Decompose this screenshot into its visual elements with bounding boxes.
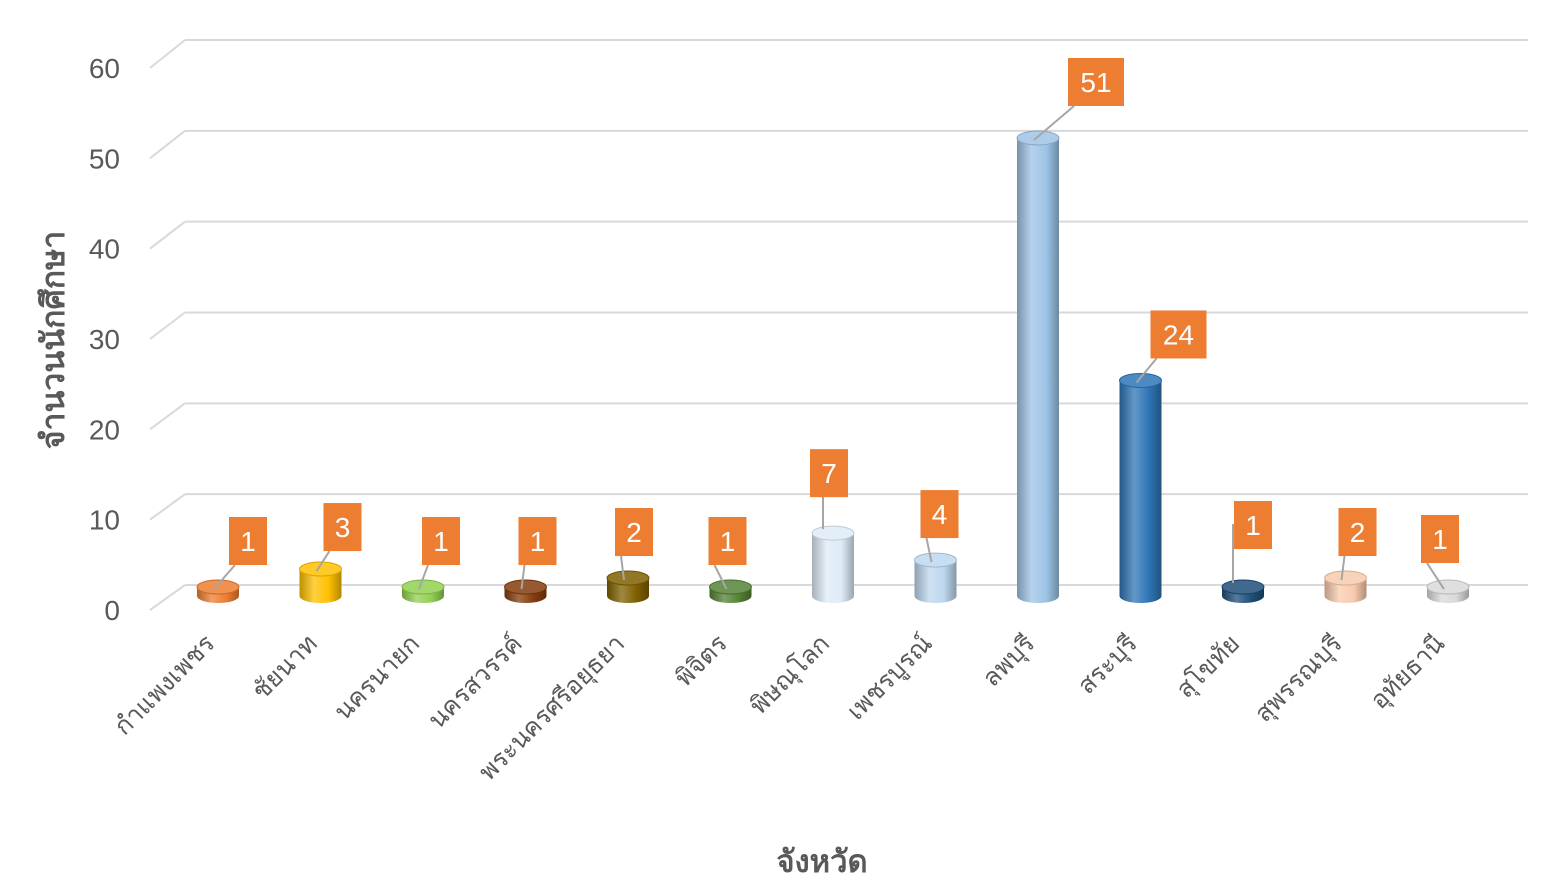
bar-top (709, 579, 752, 595)
x-tick-label: ลพบุรี (977, 629, 1041, 693)
leader-line (418, 564, 429, 590)
y-axis-ticks: 0 10 20 30 40 50 60 (89, 53, 120, 626)
x-axis-categories: กำแพงเพชร ชัยนาท นครนายกนครสวรรค์พระนครศรี… (108, 629, 1451, 787)
data-label-box (615, 508, 653, 557)
gridline-depth (149, 584, 186, 611)
x-tick-label: สุโขทัย (1170, 629, 1246, 705)
bar (914, 560, 957, 603)
leader-line (713, 564, 728, 590)
data-label: 24 (1163, 319, 1194, 350)
x-tick-label: นครสวรรค์ (422, 629, 527, 734)
y-tick-label: 10 (89, 505, 120, 536)
data-label: 1 (240, 526, 256, 557)
x-tick-label: นครนายก (328, 629, 425, 726)
x-tick-label: เพชรบูรณ์ (841, 629, 939, 727)
data-label-box (518, 517, 557, 566)
data-label: 7 (821, 458, 837, 489)
bar-top (914, 552, 957, 568)
leader-line (1033, 105, 1075, 141)
bar (1119, 380, 1162, 603)
data-label-box (1150, 310, 1207, 359)
y-axis-title: จำนวนนักศึกษา (34, 231, 72, 449)
bar (299, 569, 342, 603)
gridline-depth (149, 493, 186, 521)
bar-top (606, 570, 650, 586)
x-tick-label: อุทัยธานี (1364, 629, 1451, 716)
data-label: 1 (720, 526, 736, 557)
leader-line (520, 564, 526, 590)
y-tick-label: 60 (89, 53, 120, 84)
bar-top (811, 525, 855, 541)
bar-top (196, 579, 240, 595)
bar-top (1426, 579, 1470, 595)
data-label: 51 (1080, 67, 1111, 98)
leader-line (1135, 357, 1158, 384)
bar (812, 533, 854, 603)
data-label-box (810, 449, 848, 498)
x-tick-label: กำแพงเพชร (108, 629, 220, 741)
data-label-box (920, 490, 959, 539)
data-labels: 1 3 1 1 2 1 7 4 51 24 1 2 1 (213, 58, 1459, 590)
data-label-box (1068, 58, 1124, 106)
y-tick-label: 30 (89, 324, 120, 355)
bar-top (504, 579, 547, 595)
x-tick-label: ชัยนาท (246, 629, 323, 706)
bar-top (299, 561, 342, 577)
data-label: 1 (1432, 524, 1448, 555)
data-label-box (1234, 501, 1272, 550)
data-label-box (708, 517, 747, 566)
data-label-box (1338, 508, 1377, 557)
bar-top (1016, 130, 1060, 146)
data-label-box (1421, 515, 1459, 564)
gridline-depth (149, 311, 186, 340)
leader-line (925, 537, 933, 563)
data-label: 2 (626, 517, 642, 548)
leader-line (1340, 555, 1346, 581)
data-label: 3 (335, 512, 351, 543)
bar-top (1119, 372, 1162, 388)
leader-line (213, 564, 236, 590)
bars (196, 130, 1470, 603)
leader-line (1426, 562, 1445, 590)
gridline-depth (149, 402, 186, 431)
gridline-depth (149, 39, 186, 69)
x-tick-label: พิจิตร (669, 629, 732, 692)
data-label: 1 (1245, 510, 1261, 541)
leader-line (620, 555, 625, 581)
data-label: 4 (932, 499, 948, 530)
leader-line (1232, 524, 1234, 584)
bar-top (1324, 570, 1367, 586)
y-tick-label: 50 (89, 143, 120, 174)
gridline-depth (149, 130, 186, 160)
data-label-box (422, 517, 460, 566)
bar-top (1221, 579, 1265, 595)
x-tick-label: พิษณุโลก (744, 629, 836, 721)
x-tick-label: สุพรรณบุรี (1249, 629, 1349, 729)
bar-top (401, 579, 445, 595)
x-tick-label: สระบุรี (1072, 629, 1144, 701)
bar (1017, 138, 1059, 603)
x-axis-title: จังหวัด (776, 844, 867, 880)
y-tick-label: 20 (89, 414, 120, 445)
data-label-box (323, 503, 362, 552)
data-label-box (229, 517, 267, 566)
gridline-depth (149, 220, 186, 250)
y-tick-label: 40 (89, 234, 120, 265)
data-label: 1 (433, 526, 449, 557)
leader-line (315, 550, 331, 572)
data-label: 2 (1350, 517, 1366, 548)
data-label: 1 (530, 526, 546, 557)
y-tick-label: 0 (104, 595, 120, 626)
